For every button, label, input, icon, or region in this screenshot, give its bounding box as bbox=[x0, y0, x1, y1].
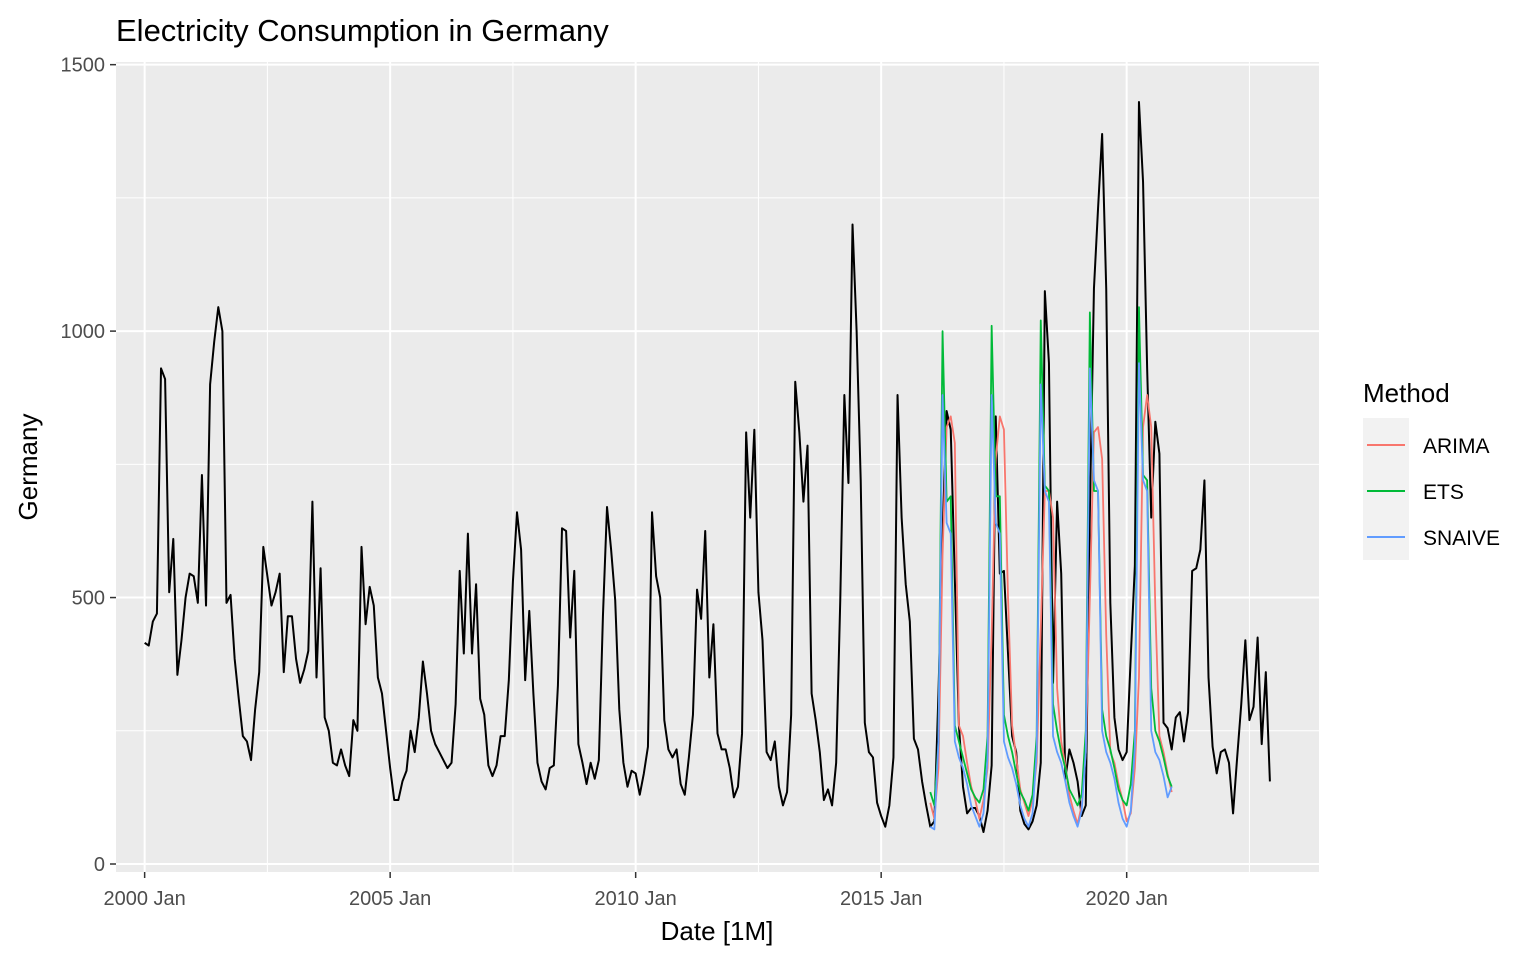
chart-title: Electricity Consumption in Germany bbox=[116, 13, 609, 48]
snaive-forecast-line bbox=[929, 362, 1173, 831]
legend-label-arima: ARIMA bbox=[1423, 435, 1490, 458]
x-tick-label: 2015 Jan bbox=[840, 888, 922, 910]
x-axis: 2000 Jan 2005 Jan 2010 Jan 2015 Jan 2020 Jan bbox=[103, 872, 1168, 910]
x-tick-label: 2000 Jan bbox=[103, 888, 185, 910]
legend-label-ets: ETS bbox=[1423, 481, 1464, 504]
y-tick-label: 1500 bbox=[61, 55, 106, 77]
legend-title: Method bbox=[1363, 378, 1450, 408]
y-tick-label: 500 bbox=[72, 588, 105, 610]
x-tick-label: 2020 Jan bbox=[1086, 888, 1168, 910]
grid-lines bbox=[116, 62, 1319, 872]
y-tick-label: 1000 bbox=[61, 321, 106, 343]
y-axis: 0 500 1000 1500 bbox=[61, 55, 116, 876]
x-tick-label: 2005 Jan bbox=[349, 888, 431, 910]
y-axis-title: Germany bbox=[13, 414, 43, 521]
actual-series-line bbox=[144, 100, 1271, 834]
legend-label-snaive: SNAIVE bbox=[1423, 527, 1500, 550]
legend: Method ARIMA ETS SNAIVE bbox=[1363, 378, 1500, 560]
series-lines bbox=[144, 100, 1271, 834]
x-axis-title: Date [1M] bbox=[661, 916, 774, 946]
y-tick-label: 0 bbox=[94, 854, 105, 876]
x-tick-label: 2010 Jan bbox=[595, 888, 677, 910]
